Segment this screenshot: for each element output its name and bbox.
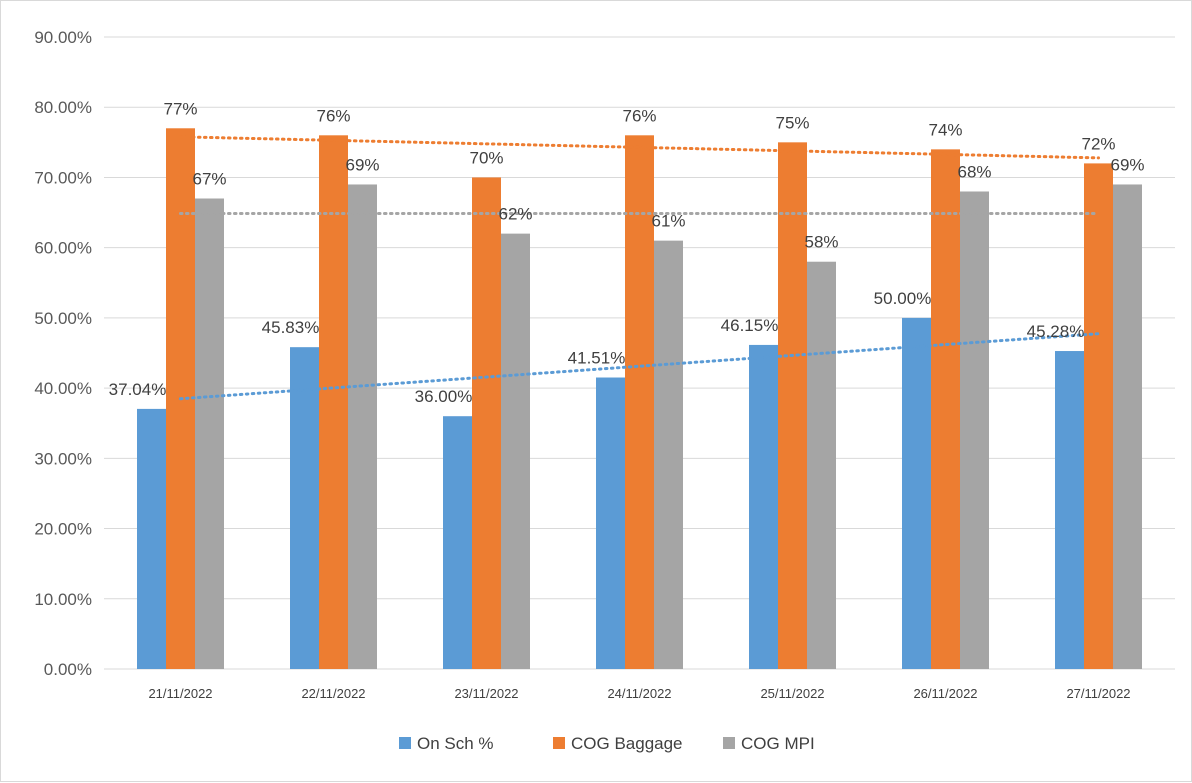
- data-label: 76%: [622, 106, 656, 125]
- data-label: 46.15%: [721, 316, 779, 335]
- bar: [749, 344, 778, 669]
- data-label: 36.00%: [415, 387, 473, 406]
- legend-swatch: [399, 737, 411, 749]
- data-label: 45.83%: [262, 318, 320, 337]
- legend-swatch: [553, 737, 565, 749]
- legend: On Sch % COG Baggage COG MPI: [399, 734, 815, 753]
- legend-swatch: [723, 737, 735, 749]
- data-label: 58%: [804, 233, 838, 252]
- data-label: 72%: [1081, 134, 1115, 153]
- data-label: 61%: [651, 212, 685, 231]
- y-tick-label: 70.00%: [34, 168, 92, 187]
- bar-series: [137, 128, 1142, 670]
- y-tick-label: 50.00%: [34, 309, 92, 328]
- y-tick-label: 30.00%: [34, 449, 92, 468]
- bar: [654, 240, 683, 669]
- data-label: 69%: [1110, 155, 1144, 174]
- y-tick-label: 60.00%: [34, 239, 92, 258]
- legend-label: COG Baggage: [571, 734, 683, 753]
- y-tick-label: 10.00%: [34, 590, 92, 609]
- data-label: 50.00%: [874, 289, 932, 308]
- bar: [1113, 184, 1142, 669]
- data-label: 45.28%: [1027, 322, 1085, 341]
- bar: [472, 177, 501, 669]
- y-tick-label: 40.00%: [34, 379, 92, 398]
- bar: [137, 408, 166, 669]
- bar: [960, 191, 989, 669]
- bar: [902, 317, 931, 669]
- x-tick-label: 24/11/2022: [607, 686, 671, 701]
- y-tick-label: 0.00%: [44, 660, 92, 679]
- data-labels: 37.04% 45.83% 36.00% 41.51% 46.15% 50.00% 45.2…: [109, 99, 1145, 406]
- bar: [348, 184, 377, 669]
- bar: [1084, 163, 1113, 669]
- y-tick-label: 20.00%: [34, 520, 92, 539]
- trendlines: [179, 135, 1100, 401]
- bar: [778, 142, 807, 670]
- bar: [596, 377, 625, 669]
- legend-label: COG MPI: [741, 734, 815, 753]
- bar: [290, 347, 319, 669]
- trendline: [179, 332, 1100, 401]
- y-tick-label: 90.00%: [34, 28, 92, 47]
- data-label: 62%: [498, 205, 532, 224]
- bar: [807, 261, 836, 669]
- bar: [625, 135, 654, 670]
- x-axis-tick-labels: 21/11/2022 22/11/2022 23/11/2022 24/11/2022…: [148, 686, 1130, 701]
- data-label: 67%: [192, 170, 226, 189]
- data-label: 69%: [345, 155, 379, 174]
- y-axis-tick-labels: 0.00% 10.00% 20.00% 30.00% 40.00% 50.00% 60.00…: [34, 28, 92, 679]
- bar: [195, 198, 224, 669]
- x-tick-label: 22/11/2022: [301, 686, 365, 701]
- bar: [931, 149, 960, 669]
- x-tick-label: 26/11/2022: [913, 686, 977, 701]
- x-tick-label: 25/11/2022: [760, 686, 824, 701]
- bar: [319, 135, 348, 670]
- data-label: 70%: [469, 148, 503, 167]
- data-label: 41.51%: [568, 349, 626, 368]
- data-label: 74%: [928, 120, 962, 139]
- bar: [501, 233, 530, 669]
- x-tick-label: 23/11/2022: [454, 686, 518, 701]
- y-tick-label: 80.00%: [34, 98, 92, 117]
- bar: [1055, 351, 1084, 669]
- x-tick-label: 27/11/2022: [1066, 686, 1130, 701]
- data-label: 37.04%: [109, 380, 167, 399]
- bar: [443, 416, 472, 669]
- legend-label: On Sch %: [417, 734, 494, 753]
- data-label: 75%: [775, 113, 809, 132]
- data-label: 76%: [316, 106, 350, 125]
- data-label: 68%: [957, 162, 991, 181]
- x-tick-label: 21/11/2022: [148, 686, 212, 701]
- data-label: 77%: [163, 99, 197, 118]
